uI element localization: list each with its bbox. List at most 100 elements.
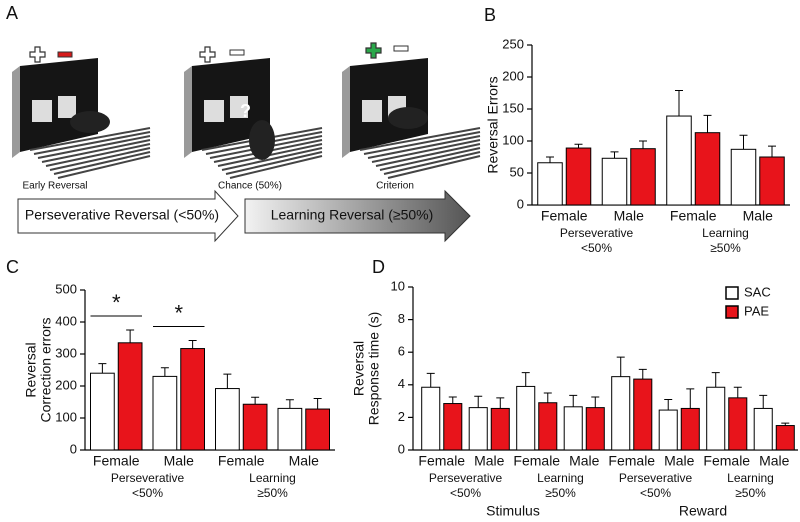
group-label: <50% (581, 241, 612, 255)
error-bar (474, 395, 483, 408)
arrow-label: Learning Reversal (≥50%) (271, 207, 434, 223)
error-bar (703, 114, 712, 133)
error-bar (251, 396, 260, 405)
bar (516, 385, 536, 451)
y-tick-label: 200 (502, 68, 524, 83)
bar (563, 406, 583, 451)
mouse (388, 107, 428, 129)
x-tick-label: Male (664, 453, 695, 469)
bar (706, 386, 726, 451)
x-tick-label: Male (759, 453, 790, 469)
supergroup-label: Stimulus (486, 503, 540, 519)
bar (490, 407, 510, 451)
bar (242, 403, 268, 451)
y-tick-label: 0 (517, 196, 524, 211)
group-label: ≥50% (257, 486, 288, 500)
bar (443, 403, 463, 451)
significance-mark: * (112, 290, 121, 315)
y-axis-label: Reversal (23, 342, 39, 397)
y-tick-label: 400 (55, 313, 77, 328)
x-tick-label: Female (608, 453, 655, 469)
group-label: Learning (537, 471, 584, 485)
plus-sign (29, 42, 382, 63)
arrow (17, 189, 239, 243)
error-bar (285, 399, 294, 409)
bar (759, 156, 785, 206)
error-bar (664, 398, 673, 411)
error-bar (426, 372, 435, 388)
arrow-label: Perseverative Reversal (<50%) (25, 207, 219, 223)
bar (585, 407, 605, 451)
error-bar (569, 394, 578, 407)
y-axis-label: Reversal (351, 341, 367, 396)
x-tick-label: Male (614, 208, 645, 224)
error-bar (711, 372, 720, 388)
mouse (70, 111, 110, 133)
bar (90, 372, 115, 451)
significance-mark: * (174, 300, 183, 325)
y-tick-label: 4 (398, 376, 405, 391)
group-label: <50% (450, 486, 481, 500)
y-tick-label: 10 (391, 278, 405, 293)
group-label: <50% (640, 486, 671, 500)
group-label: Perseverative (429, 471, 503, 485)
error-bar (781, 422, 790, 426)
error-bar (739, 134, 748, 150)
x-tick-label: Male (164, 453, 195, 469)
bar (180, 348, 205, 451)
stage-label: Criterion (376, 181, 414, 192)
group-label: ≥50% (735, 486, 766, 500)
error-bar (188, 340, 197, 349)
bar (117, 342, 143, 451)
group-label: <50% (132, 486, 163, 500)
error-bar (223, 373, 232, 389)
bar (630, 148, 656, 206)
x-tick-label: Male (474, 453, 505, 469)
x-tick-label: Male (743, 208, 774, 224)
error-bar (448, 396, 457, 404)
x-tick-label: Female (513, 453, 560, 469)
arrow (244, 189, 471, 243)
error-bar (160, 367, 169, 377)
bar (468, 407, 488, 451)
question-mark: ? (240, 101, 251, 121)
error-bar (639, 140, 648, 149)
bar (775, 425, 795, 451)
y-tick-label: 6 (398, 344, 405, 359)
error-bar (126, 329, 135, 343)
bar (565, 147, 592, 206)
error-bar (674, 89, 683, 117)
supergroup-label: Reward (679, 503, 727, 519)
y-axis-label: Reversal Errors (485, 76, 501, 173)
y-tick-label: 200 (55, 377, 77, 392)
minus-sign (57, 45, 409, 58)
group-label: Perseverative (619, 471, 693, 485)
panel-label: B (484, 5, 496, 25)
y-tick-label: 250 (502, 36, 524, 51)
error-bar (733, 386, 742, 398)
error-bar (686, 388, 695, 409)
y-axis-label: Response time (s) (366, 312, 382, 426)
bar (537, 162, 563, 206)
bar (305, 408, 330, 451)
legend-swatch (725, 305, 739, 319)
legend-label: PAE (744, 303, 769, 318)
panel-label: A (6, 3, 18, 23)
error-bar (313, 397, 322, 410)
bar (730, 148, 757, 206)
bar (421, 386, 441, 451)
bar (728, 397, 748, 451)
y-tick-label: 0 (398, 441, 405, 456)
group-label: Learning (249, 471, 296, 485)
bar (633, 378, 653, 451)
error-bar (543, 392, 552, 403)
bar (601, 157, 628, 206)
error-bar (610, 151, 619, 159)
stage-label: Chance (50%) (218, 181, 282, 192)
group-label: ≥50% (545, 486, 576, 500)
error-bar (496, 397, 505, 409)
x-tick-label: Male (289, 453, 320, 469)
group-label: ≥50% (710, 241, 741, 255)
error-bar (638, 368, 647, 380)
y-tick-label: 300 (55, 345, 77, 360)
